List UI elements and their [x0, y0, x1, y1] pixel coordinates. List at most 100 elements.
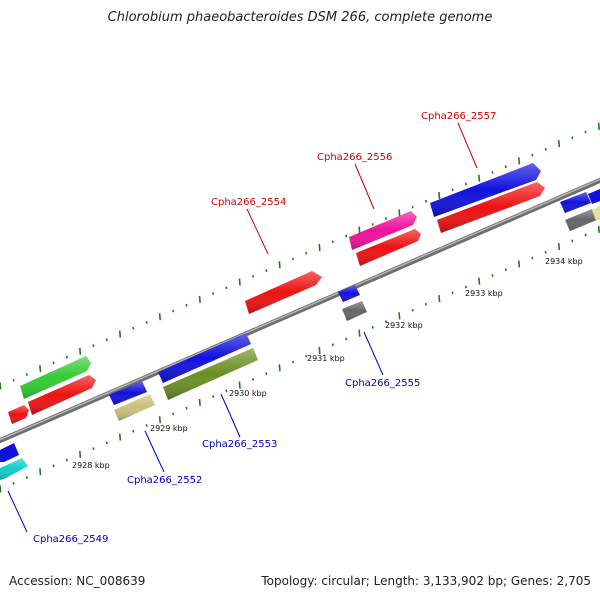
tick-mark: [451, 291, 454, 295]
tick-mark: [544, 250, 547, 254]
gene-arrow[interactable]: [588, 189, 600, 204]
tick-mark: [491, 274, 494, 277]
gene-arrow[interactable]: [565, 209, 597, 231]
tick-mark: [464, 182, 467, 186]
scale-labels: 2928 kbp 2929 kbp 2930 kbp 2931 kbp 2932…: [72, 257, 583, 470]
tick-mark: [411, 308, 414, 312]
gene-label-cpha266-2549[interactable]: Cpha266_2549: [33, 534, 108, 545]
tick-mark: [238, 381, 241, 389]
tick-mark: [464, 285, 467, 289]
tick-mark: [318, 346, 321, 355]
tick-mark: [318, 243, 321, 252]
tick-mark: [65, 355, 68, 359]
gene-arrow-cpha266-2555[interactable]: [342, 301, 367, 321]
gene-arrows: [8, 163, 600, 424]
gene-arrow[interactable]: [0, 443, 19, 462]
gene-label-cpha266-2554[interactable]: Cpha266_2554: [211, 197, 286, 208]
gene-arrow-cpha266-2552[interactable]: [114, 394, 155, 421]
tick-mark: [65, 458, 68, 462]
gene-label-cpha266-2553[interactable]: Cpha266_2553: [202, 439, 277, 450]
gene-arrow-cpha266-2549[interactable]: [0, 458, 28, 480]
tick-mark: [371, 223, 374, 226]
scale-label-2928: 2928 kbp: [72, 461, 110, 470]
tick-mark: [0, 485, 2, 493]
tick-mark: [557, 140, 561, 148]
tick-mark: [79, 347, 82, 355]
gene-arrow-cpha266-2556[interactable]: [349, 211, 417, 250]
tick-mark: [12, 378, 15, 382]
tick-mark: [504, 268, 507, 272]
tick-mark: [172, 309, 175, 313]
tick-mark: [331, 240, 334, 244]
tick-mark: [212, 395, 215, 399]
gene-arrow[interactable]: [158, 333, 251, 383]
tick-mark: [132, 429, 135, 433]
tick-mark: [517, 157, 521, 165]
gene-arrow[interactable]: [356, 229, 421, 266]
gene-label-cpha266-2557[interactable]: Cpha266_2557: [421, 111, 496, 122]
tick-mark: [597, 122, 600, 130]
gene-arrow-cpha266-2557[interactable]: [430, 163, 541, 217]
lower-tick-track: [0, 225, 600, 493]
gene-arrow[interactable]: [560, 192, 591, 213]
tick-mark: [52, 361, 55, 365]
tick-mark: [198, 295, 201, 303]
tick-mark: [491, 171, 494, 174]
tick-mark: [185, 406, 188, 410]
tick-mark: [517, 260, 521, 268]
tick-mark: [265, 372, 268, 375]
gene-label-cpha266-2552[interactable]: Cpha266_2552: [127, 475, 202, 486]
gene-label-cpha266-2556[interactable]: Cpha266_2556: [317, 152, 392, 163]
tick-mark: [504, 165, 507, 169]
tick-mark: [158, 313, 162, 321]
tick-mark: [278, 261, 281, 269]
tick-mark: [291, 360, 295, 364]
tick-mark: [478, 277, 481, 285]
tick-mark: [584, 233, 587, 237]
tick-mark: [384, 320, 388, 324]
gene-arrow-cpha266-2554[interactable]: [245, 271, 322, 314]
tick-mark: [571, 239, 574, 243]
gene-arrow-cpha266-2553[interactable]: [163, 348, 258, 400]
tick-mark: [358, 329, 361, 337]
tick-mark: [597, 225, 600, 233]
tick-mark: [105, 338, 108, 342]
tick-mark: [531, 153, 534, 157]
tick-mark: [158, 416, 162, 424]
tick-mark: [305, 251, 308, 255]
tick-mark: [398, 209, 401, 217]
tick-mark: [12, 481, 15, 485]
tick-mark: [331, 343, 334, 347]
scale-label-2932: 2932 kbp: [385, 321, 423, 330]
gene-arrow[interactable]: [338, 285, 360, 302]
tick-mark: [172, 412, 175, 416]
tick-mark: [358, 226, 361, 234]
gene-arrow[interactable]: [437, 182, 545, 233]
tick-mark: [345, 234, 348, 238]
tick-mark: [105, 441, 108, 445]
tick-mark: [544, 147, 547, 151]
tick-mark: [265, 269, 268, 272]
upper-tick-track: [0, 122, 600, 390]
tick-mark: [25, 373, 28, 376]
gene-arrow[interactable]: [20, 356, 91, 399]
tick-mark: [212, 292, 215, 296]
tick-mark: [305, 354, 308, 358]
tick-mark: [424, 199, 428, 203]
tick-mark: [424, 302, 428, 306]
gene-label-cpha266-2555[interactable]: Cpha266_2555: [345, 378, 420, 389]
gene-arrow[interactable]: [109, 381, 147, 405]
tick-mark: [0, 382, 2, 390]
topology-text: Topology: circular; Length: 3,133,902 bp…: [261, 574, 591, 588]
gene-arrow[interactable]: [8, 405, 29, 424]
tick-mark: [251, 377, 255, 381]
tick-mark: [132, 326, 135, 330]
tick-mark: [384, 217, 388, 221]
gene-arrow[interactable]: [592, 206, 600, 221]
tick-mark: [52, 464, 55, 468]
gene-labels: Cpha266_2557 Cpha266_2556 Cpha266_2554 C…: [33, 111, 496, 545]
tick-mark: [571, 136, 574, 140]
gene-arrow[interactable]: [28, 375, 96, 415]
tick-mark: [251, 274, 255, 278]
tick-mark: [371, 326, 374, 329]
